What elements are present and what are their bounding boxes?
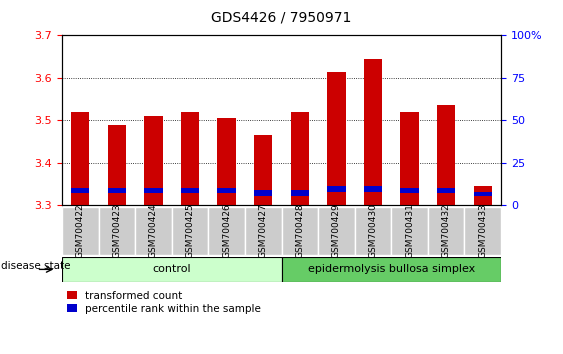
Bar [282, 257, 501, 282]
Bar [254, 190, 272, 195]
Bar [318, 207, 355, 255]
Bar [62, 207, 99, 255]
Bar [99, 207, 135, 255]
Text: GSM700431: GSM700431 [405, 204, 414, 258]
Bar [391, 207, 428, 255]
Text: GSM700432: GSM700432 [442, 204, 450, 258]
Text: GSM700424: GSM700424 [149, 204, 158, 258]
Bar [473, 192, 492, 196]
Text: GSM700427: GSM700427 [259, 204, 267, 258]
Bar [437, 105, 455, 205]
Text: epidermolysis bullosa simplex: epidermolysis bullosa simplex [307, 264, 475, 274]
Bar [172, 207, 208, 255]
Bar [108, 125, 126, 205]
Bar [217, 118, 236, 205]
Text: GSM700423: GSM700423 [113, 204, 121, 258]
Text: GSM700425: GSM700425 [186, 204, 194, 258]
Text: GSM700433: GSM700433 [479, 204, 487, 258]
Bar [400, 112, 419, 205]
Bar [364, 186, 382, 192]
Text: GSM700422: GSM700422 [76, 204, 84, 258]
Legend: transformed count, percentile rank within the sample: transformed count, percentile rank withi… [67, 291, 261, 314]
Text: GDS4426 / 7950971: GDS4426 / 7950971 [211, 11, 352, 25]
Bar [291, 112, 309, 205]
Bar [62, 257, 282, 282]
Bar [327, 72, 346, 205]
Bar [108, 188, 126, 193]
Text: GSM700429: GSM700429 [332, 204, 341, 258]
Bar [71, 112, 90, 205]
Text: disease state: disease state [1, 261, 70, 271]
Bar [144, 116, 163, 205]
Text: GSM700430: GSM700430 [369, 204, 377, 258]
Bar [464, 207, 501, 255]
Bar [144, 188, 163, 193]
Bar [364, 59, 382, 205]
Bar [208, 207, 245, 255]
Bar [437, 188, 455, 193]
Bar [254, 135, 272, 205]
Bar [71, 188, 90, 193]
Bar [428, 207, 464, 255]
Text: control: control [153, 264, 191, 274]
Bar [473, 186, 492, 205]
Text: GSM700428: GSM700428 [296, 204, 304, 258]
Bar [217, 188, 236, 193]
Bar [282, 207, 318, 255]
Bar [291, 190, 309, 195]
Bar [400, 188, 419, 193]
Bar [245, 207, 282, 255]
Bar [355, 207, 391, 255]
Bar [181, 112, 199, 205]
Bar [181, 188, 199, 193]
Text: GSM700426: GSM700426 [222, 204, 231, 258]
Bar [327, 186, 346, 192]
Bar [135, 207, 172, 255]
